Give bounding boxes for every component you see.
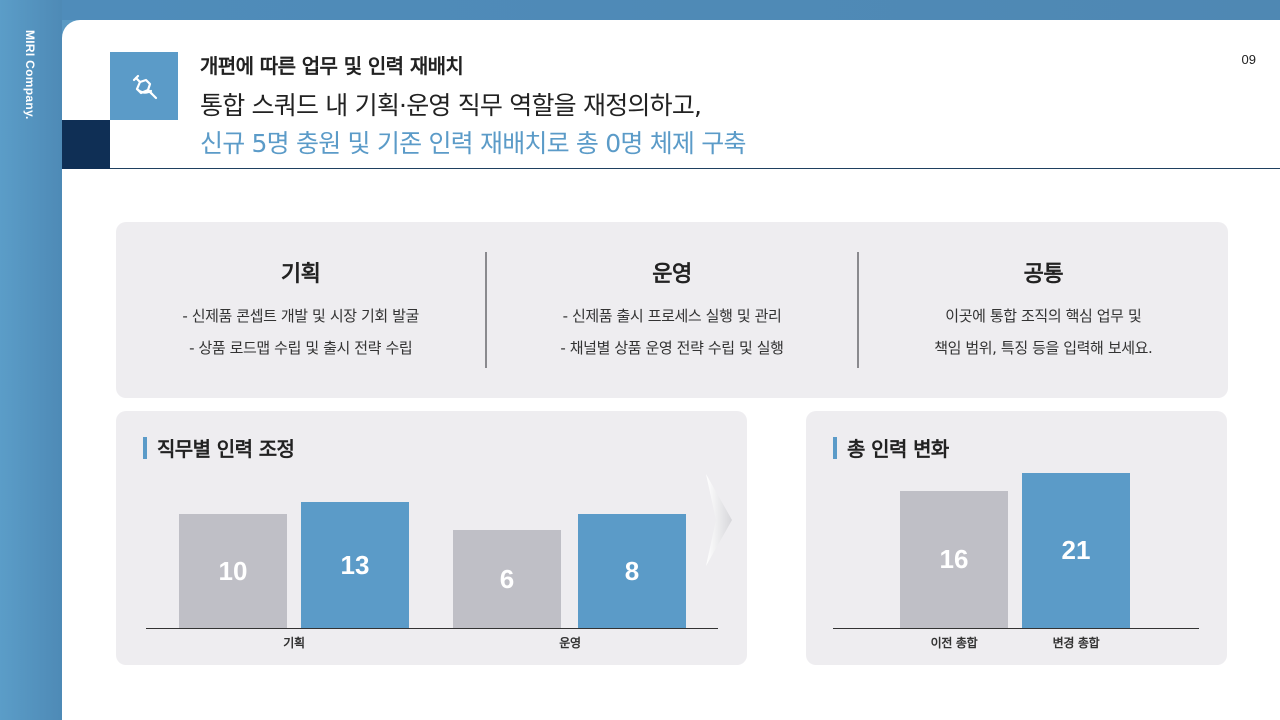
headline-line-1: 통합 스쿼드 내 기획·운영 직무 역할을 재정의하고,: [200, 91, 702, 120]
pushpin-icon: [132, 74, 158, 100]
column-divider: [856, 252, 859, 368]
x-axis-line: [146, 628, 718, 629]
section-kicker: 개편에 따른 업무 및 인력 재배치: [200, 54, 464, 78]
header-icon-box: [110, 52, 178, 120]
bar-after-total: 21: [1022, 473, 1130, 628]
header-accent-block: [62, 120, 110, 169]
slide-sheet: 개편에 따른 업무 및 인력 재배치 통합 스쿼드 내 기획·운영 직무 역할을…: [62, 20, 1280, 720]
x-tick-label: 기획: [283, 636, 305, 650]
chart-title-text: 총 인력 변화: [847, 437, 949, 461]
column-divider: [485, 252, 488, 368]
headline-line-2: 신규 5명 충원 및 기존 인력 재배치로 총 0명 체제 구축: [200, 129, 746, 158]
role-duty: - 채널별 상품 운영 전략 수립 및 실행: [560, 339, 784, 357]
x-tick-label: 변경 총합: [1052, 636, 1100, 650]
chart-card-by-role: 직무별 인력 조정 10 13 6 8 기획 운영: [116, 411, 747, 665]
bar-after-operations: 8: [578, 514, 686, 628]
role-column-planning: 기획 - 신제품 콘셉트 개발 및 시장 기회 발굴 - 상품 로드맵 수립 및…: [116, 222, 485, 398]
bar-after-planning: 13: [301, 502, 409, 628]
role-title: 공통: [1023, 262, 1064, 287]
x-axis-line: [833, 628, 1199, 629]
brand-name: MIRI Company.: [23, 30, 37, 120]
bar-plot: 10 13 6 8 기획 운영: [146, 411, 718, 665]
role-info-panel: 기획 - 신제품 콘셉트 개발 및 시장 기회 발굴 - 상품 로드맵 수립 및…: [116, 222, 1228, 398]
chart-title: 총 인력 변화: [833, 433, 949, 462]
bar-before-total: 16: [900, 491, 1008, 628]
x-tick-label: 이전 총합: [930, 636, 978, 650]
title-accent-bar: [143, 436, 147, 459]
title-accent-bar: [833, 436, 837, 459]
role-duty: 책임 범위, 특징 등을 입력해 보세요.: [934, 339, 1153, 357]
role-duty: - 신제품 출시 프로세스 실행 및 관리: [562, 307, 782, 325]
header-divider: [110, 168, 1280, 169]
role-column-operations: 운영 - 신제품 출시 프로세스 실행 및 관리 - 채널별 상품 운영 전략 …: [487, 222, 856, 398]
chart-card-total: 총 인력 변화 16 21 이전 총합 변경 총합: [806, 411, 1227, 665]
role-title: 운영: [652, 262, 692, 287]
role-duty: - 상품 로드맵 수립 및 출시 전략 수립: [189, 339, 413, 357]
x-tick-label: 운영: [559, 636, 581, 650]
page-number: 09: [1241, 52, 1256, 67]
chart-title-text: 직무별 인력 조정: [157, 437, 295, 461]
chart-title: 직무별 인력 조정: [143, 433, 295, 462]
role-title: 기획: [280, 262, 321, 287]
bar-plot: 16 21 이전 총합 변경 총합: [833, 411, 1199, 665]
chevron-right-icon: [706, 474, 732, 566]
top-strip: [62, 0, 1280, 20]
bar-before-planning: 10: [179, 514, 287, 628]
side-brand-bar: MIRI Company.: [0, 0, 62, 720]
bar-before-operations: 6: [453, 530, 561, 628]
role-duty: - 신제품 콘셉트 개발 및 시장 기회 발굴: [182, 307, 419, 325]
role-column-common: 공통 이곳에 통합 조직의 핵심 업무 및 책임 범위, 특징 등을 입력해 보…: [859, 222, 1228, 398]
role-duty: 이곳에 통합 조직의 핵심 업무 및: [945, 307, 1142, 325]
